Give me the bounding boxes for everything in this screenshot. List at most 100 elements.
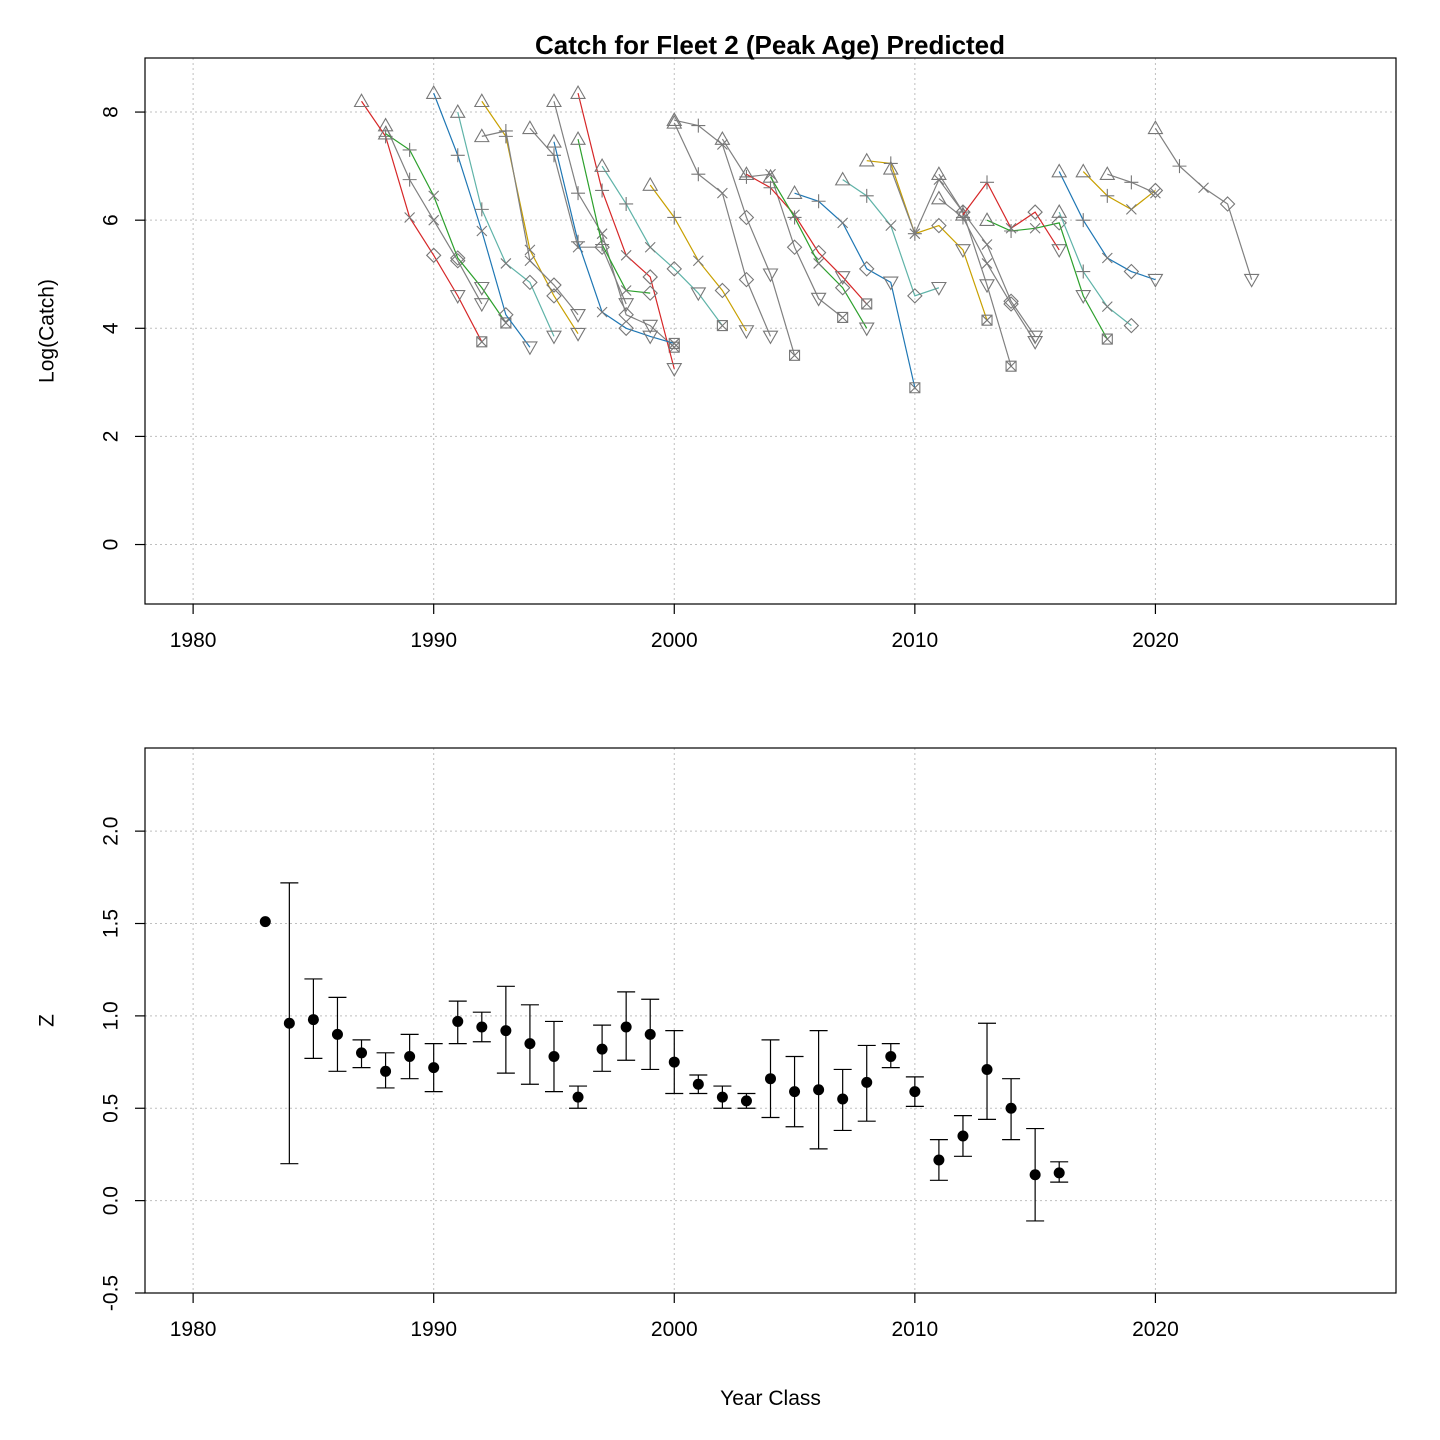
- data-point-triangle: [521, 120, 538, 135]
- data-point-triangle: [1075, 163, 1092, 178]
- data-point-plus: [667, 210, 682, 225]
- z-point: [1005, 1102, 1017, 1114]
- data-point-diamond: [738, 271, 755, 288]
- data-point-cross: [476, 225, 488, 237]
- data-point-cross: [1150, 187, 1161, 199]
- x-tick-label: 2010: [891, 629, 938, 652]
- z-point: [259, 916, 271, 928]
- cohort-line: [1082, 171, 1156, 211]
- data-point-triangle-down: [570, 327, 586, 342]
- data-point-diamond: [498, 307, 514, 323]
- data-point-cross: [524, 255, 536, 267]
- data-point-diamond: [1123, 263, 1140, 280]
- data-point-cross: [644, 241, 656, 253]
- data-point-cross: [620, 249, 632, 261]
- data-point-cross: [620, 285, 632, 296]
- data-point-triangle-down: [642, 319, 659, 334]
- data-point-diamond: [449, 252, 466, 269]
- data-point-cross: [428, 190, 440, 202]
- data-point-cross: [428, 214, 440, 226]
- y-tick-label: 4: [100, 322, 123, 334]
- data-point-diamond: [1003, 296, 1019, 312]
- x-axis-label: Year Class: [720, 1387, 821, 1410]
- data-point-plus: [498, 123, 513, 138]
- data-point-triangle-down: [930, 281, 947, 296]
- data-point-boxcross: [789, 349, 801, 361]
- data-point-diamond: [1027, 204, 1043, 220]
- data-point-plus: [402, 172, 417, 187]
- data-point-triangle-down: [882, 276, 899, 291]
- z-point: [452, 1015, 464, 1027]
- data-point-triangle: [546, 133, 562, 148]
- x-tick-label: 1980: [170, 1318, 217, 1341]
- data-point-cross: [1125, 203, 1137, 215]
- y-tick-label: 2.0: [100, 817, 123, 846]
- data-point-triangle: [570, 85, 586, 99]
- data-point-triangle: [377, 125, 394, 140]
- z-point: [957, 1130, 969, 1142]
- x-tick-label: 1980: [170, 629, 217, 652]
- data-point-boxcross: [861, 298, 873, 310]
- data-point-plus: [980, 175, 995, 190]
- data-point-plus: [595, 183, 610, 198]
- data-point-triangle: [786, 185, 803, 199]
- y-tick-label: 1.0: [100, 1001, 123, 1030]
- data-point-triangle-down: [762, 330, 779, 345]
- data-point-triangle: [594, 158, 611, 172]
- cohort-line: [1058, 211, 1132, 327]
- data-point-diamond: [546, 288, 562, 304]
- cohort-line: [385, 133, 507, 324]
- y-axis-label: Z: [36, 1014, 59, 1027]
- data-point-boxcross: [668, 337, 680, 349]
- catch-plot-panel: 1980 1990 2000 2010 2020 0 2 4 6 8 Log(Catch): [36, 57, 1397, 652]
- data-point-triangle: [858, 152, 875, 167]
- data-point-diamond: [738, 209, 755, 226]
- data-point-diamond: [1219, 196, 1236, 212]
- chart-title: Catch for Fleet 2 (Peak Age) Predicted: [535, 30, 1005, 60]
- data-point-plus: [883, 156, 898, 171]
- z-point: [404, 1051, 416, 1063]
- y-tick-label: 8: [100, 106, 123, 118]
- data-point-cross: [1101, 252, 1113, 264]
- data-point-cross: [837, 217, 849, 229]
- data-point-diamond: [546, 277, 562, 293]
- data-point-diamond: [618, 320, 634, 337]
- data-point-plus: [1100, 188, 1115, 203]
- data-point-diamond: [907, 288, 923, 304]
- data-point-triangle: [738, 166, 755, 181]
- data-point-boxcross: [1101, 333, 1113, 345]
- data-point-plus: [595, 237, 610, 252]
- z-point: [380, 1065, 392, 1077]
- data-point-plus: [691, 167, 706, 182]
- data-point-boxcross: [1005, 360, 1017, 372]
- data-point-triangle-down: [1075, 290, 1092, 304]
- data-point-triangle-down: [762, 268, 779, 283]
- data-point-plus: [619, 196, 634, 211]
- data-point-triangle-down: [473, 298, 490, 313]
- data-point-cross: [981, 239, 993, 250]
- data-point-diamond: [522, 274, 538, 291]
- data-point-triangle: [882, 160, 899, 175]
- data-point-diamond: [786, 239, 803, 255]
- z-point: [668, 1056, 680, 1068]
- data-point-triangle: [979, 212, 995, 226]
- data-point-plus: [1124, 175, 1139, 190]
- y-tick-label: -0.5: [100, 1275, 123, 1311]
- data-point-triangle-down: [449, 290, 466, 304]
- data-point-triangle-down: [834, 271, 851, 286]
- data-point-plus: [763, 180, 778, 195]
- data-point-plus: [691, 118, 706, 133]
- data-point-triangle: [1051, 203, 1068, 218]
- cohort-line: [577, 138, 651, 294]
- cohort-line: [794, 192, 916, 388]
- z-point: [283, 1017, 295, 1029]
- z-point: [885, 1051, 897, 1063]
- x-tick-label: 1990: [410, 1318, 457, 1341]
- z-point: [981, 1063, 993, 1075]
- data-point-plus: [1076, 213, 1091, 228]
- data-point-plus: [955, 210, 970, 225]
- data-point-cross: [885, 220, 897, 231]
- cohort-line: [986, 219, 1108, 340]
- data-point-cross: [716, 187, 728, 199]
- cohort-line: [361, 100, 483, 343]
